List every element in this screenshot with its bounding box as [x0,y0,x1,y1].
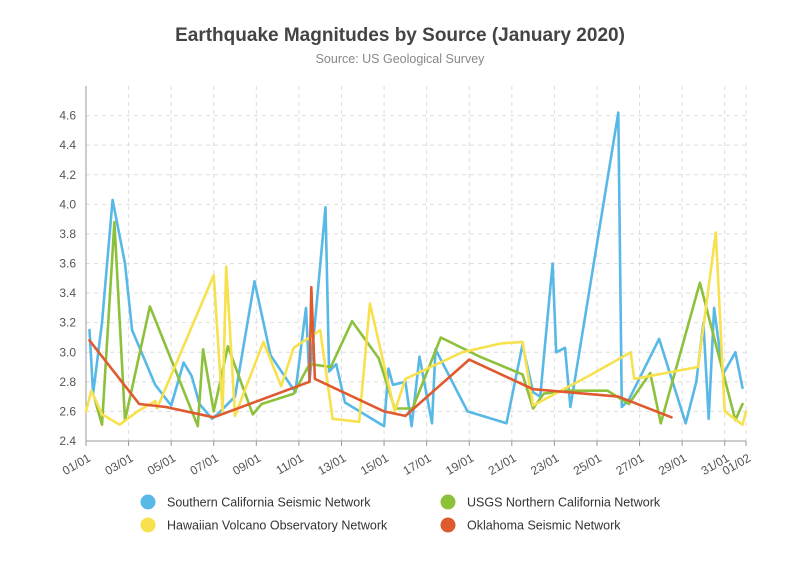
y-tick-label: 4.0 [59,197,76,211]
y-tick-label: 4.2 [59,168,76,182]
y-tick-label: 3.0 [59,345,76,359]
y-tick-label: 2.8 [59,375,76,389]
y-tick-label: 3.6 [59,257,76,271]
grid [85,86,747,441]
x-tick-label: 19/01 [443,451,476,478]
series-line-usgs-northern-california-network [93,220,744,428]
legend-item[interactable]: USGS Northern California Network [440,494,661,510]
x-tick-label: 25/01 [571,451,604,478]
legend-label: USGS Northern California Network [467,496,661,510]
legend-item[interactable]: Hawaiian Volcano Observatory Network [140,517,388,533]
legend: Southern California Seismic Network USGS … [140,494,661,533]
series-lines [84,111,748,428]
x-tick-label: 13/01 [315,451,348,478]
y-tick-label: 2.6 [59,404,76,418]
series-line-hawaiian-volcano-observatory-network [84,231,748,427]
chart-title: Earthquake Magnitudes by Source (January… [175,25,625,46]
x-tick-label: 29/01 [656,451,689,478]
legend-swatch [440,494,456,510]
y-tick-label: 3.2 [59,316,76,330]
legend-label: Hawaiian Volcano Observatory Network [167,519,388,533]
y-tick-label: 4.4 [59,138,76,152]
legend-swatch [440,517,456,533]
x-tick-label: 09/01 [230,451,263,478]
x-tick-label: 15/01 [358,451,391,478]
series-line-southern-california-seismic-network [88,111,744,428]
x-tick-label: 23/01 [528,451,561,478]
x-tick-label: 01/01 [60,451,93,478]
x-tick-label: 03/01 [102,451,135,478]
y-tick-label: 4.6 [59,109,76,123]
x-tick-label: 17/01 [401,451,434,478]
legend-swatch [140,494,156,510]
chart-subtitle: Source: US Geological Survey [316,52,486,66]
x-tick-label: 07/01 [188,451,221,478]
x-tick-label: 27/01 [613,451,646,478]
y-tick-label: 2.4 [59,434,76,448]
y-tick-label: 3.4 [59,286,76,300]
legend-label: Southern California Seismic Network [167,496,371,510]
legend-label: Oklahoma Seismic Network [467,519,621,533]
legend-item[interactable]: Oklahoma Seismic Network [440,517,622,533]
x-tick-label: 21/01 [486,451,519,478]
legend-item[interactable]: Southern California Seismic Network [140,494,372,510]
series-line-oklahoma-seismic-network [88,285,673,419]
legend-swatch [140,517,156,533]
y-tick-label: 3.8 [59,227,76,241]
x-tick-label: 05/01 [145,451,178,478]
x-tick-label: 11/01 [274,451,307,478]
